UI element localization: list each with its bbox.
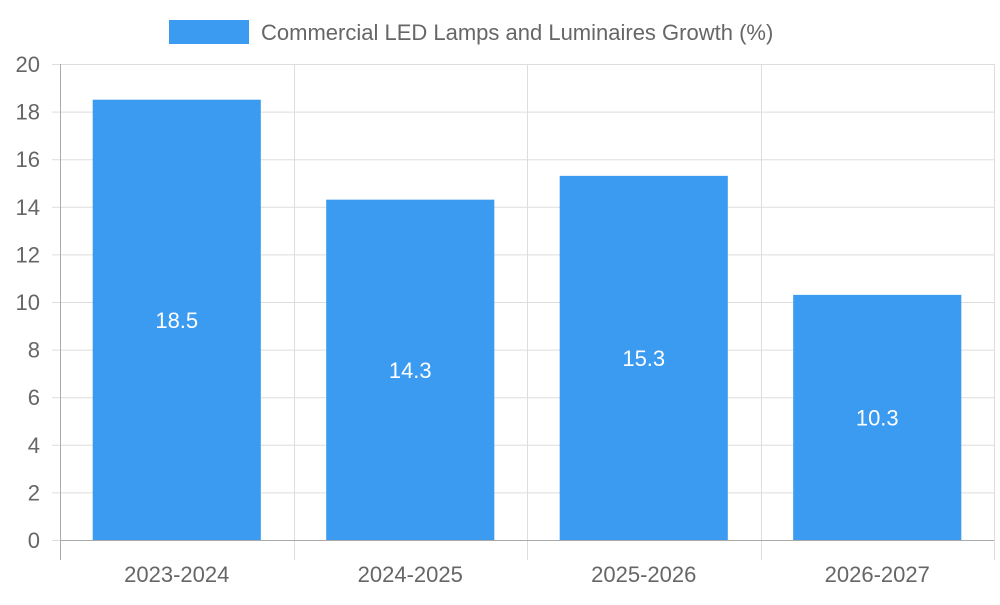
bar-2026-2027[interactable] (793, 294, 962, 540)
y-tick-label: 16 (16, 147, 40, 172)
legend-label[interactable]: Commercial LED Lamps and Luminaires Grow… (261, 20, 773, 45)
y-tick-label: 4 (28, 433, 40, 458)
x-tick-label: 2026-2027 (825, 562, 930, 587)
x-axis-ticks: 2023-2024 2024-2025 2025-2026 2026-2027 (124, 562, 930, 587)
y-tick-label: 12 (16, 242, 40, 267)
bar-value-label: 14.3 (389, 358, 432, 383)
y-tick-label: 8 (28, 338, 40, 363)
axes (60, 64, 994, 541)
x-tick-label: 2025-2026 (591, 562, 696, 587)
y-tick-label: 18 (16, 100, 40, 125)
y-tick-label: 6 (28, 385, 40, 410)
bar-2025-2026[interactable] (559, 175, 728, 541)
y-tick-label: 0 (28, 528, 40, 553)
y-axis-ticks: 0 2 4 6 8 10 12 14 16 18 20 (16, 52, 40, 553)
y-tick-label: 14 (16, 195, 40, 220)
bar-value-label: 18.5 (155, 308, 198, 333)
bar-2024-2025[interactable] (326, 199, 495, 540)
bars: 18.5 14.3 15.3 10.3 (92, 99, 962, 541)
x-tick-label: 2023-2024 (124, 562, 229, 587)
y-tick-label: 2 (28, 480, 40, 505)
y-tick-label: 20 (16, 52, 40, 77)
legend[interactable]: Commercial LED Lamps and Luminaires Grow… (169, 20, 773, 45)
legend-swatch[interactable] (169, 20, 249, 44)
y-tick-label: 10 (16, 290, 40, 315)
x-tick-label: 2024-2025 (358, 562, 463, 587)
bar-value-label: 10.3 (856, 405, 899, 430)
bar-value-label: 15.3 (622, 346, 665, 371)
bar-2023-2024[interactable] (92, 99, 261, 540)
